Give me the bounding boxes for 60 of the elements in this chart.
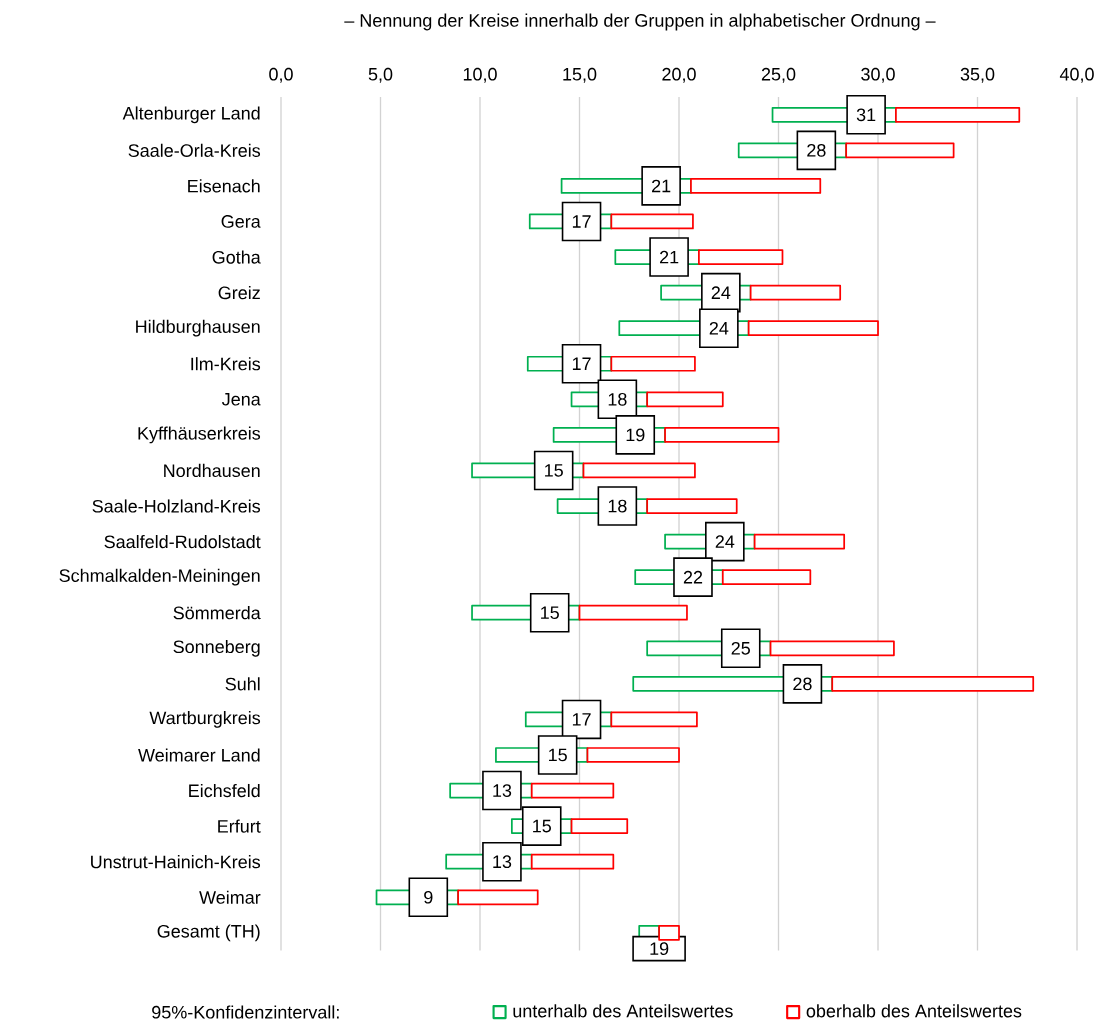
data-label: 15 xyxy=(545,464,563,477)
data-label: 13 xyxy=(493,855,512,868)
data-label: 17 xyxy=(572,713,591,726)
data-label: 19 xyxy=(650,942,669,955)
x-tick-label: 25,0 xyxy=(761,67,796,83)
y-tick-label: Gotha xyxy=(212,250,261,264)
data-label: 9 xyxy=(424,890,433,904)
y-tick-label: Saale-Orla-Kreis xyxy=(128,143,261,157)
legend-label: unterhalb des Anteilswertes xyxy=(513,1004,733,1018)
data-label: 25 xyxy=(731,641,750,655)
y-tick-label: Jena xyxy=(221,392,261,406)
y-tick-label: Ilm-Kreis xyxy=(191,357,261,371)
chart-title: – Nennung der Kreise innerhalb der Gruppen in alphabetischer Ordnung – xyxy=(344,13,936,31)
y-tick-label: Altenburger Land xyxy=(122,106,260,124)
data-label: 13 xyxy=(493,784,512,797)
data-label: 19 xyxy=(626,428,645,442)
y-tick-label: Erfurt xyxy=(218,819,261,833)
x-tick-label: 20,0 xyxy=(662,67,696,83)
data-label: 28 xyxy=(793,677,812,691)
legend-label: oberhalb des Anteilswertes xyxy=(806,1004,1022,1018)
y-tick-label: Gesamt (TH) xyxy=(157,924,260,942)
y-tick-label: Weimar xyxy=(199,890,261,904)
x-tick-label: 10,0 xyxy=(463,67,497,83)
y-tick-label: Eisenach xyxy=(188,179,260,193)
data-label: 24 xyxy=(709,321,729,335)
y-tick-label: Eichsfeld xyxy=(189,783,260,798)
y-tick-label: Wartburgkreis xyxy=(149,710,261,728)
y-tick-label: Kyffhäuserkreis xyxy=(138,426,261,444)
data-label: 28 xyxy=(807,143,826,157)
y-tick-label: Gera xyxy=(221,214,261,228)
data-label: 21 xyxy=(659,250,679,264)
data-label: 22 xyxy=(683,570,703,584)
y-tick-label: Unstrut-Hainich-Kreis xyxy=(91,854,261,869)
data-label: 17 xyxy=(572,215,591,228)
y-tick-label: Suhl xyxy=(225,677,260,691)
y-tick-label: Sonneberg xyxy=(173,639,260,657)
y-tick-label: Nordhausen xyxy=(164,463,260,477)
data-label: 17 xyxy=(572,357,591,370)
data-label: 18 xyxy=(608,392,627,406)
legend-title: 95%-Konfidenzintervall: xyxy=(152,1005,339,1019)
y-tick-label: Weimarer Land xyxy=(138,748,260,762)
x-tick-label: 35,0 xyxy=(960,67,995,83)
y-tick-label: Greiz xyxy=(218,285,260,300)
x-tick-label: 5,0 xyxy=(368,67,393,83)
x-tick-label: 15,0 xyxy=(563,67,597,83)
x-tick-label: 30,0 xyxy=(861,67,895,83)
y-tick-label: Hildburghausen xyxy=(136,319,260,337)
y-tick-label: Saale-Holzland-Kreis xyxy=(92,499,261,513)
data-label: 18 xyxy=(608,499,627,513)
data-label: 15 xyxy=(549,748,567,762)
data-label: 24 xyxy=(715,535,735,548)
y-tick-label: Saalfeld-Rudolstadt xyxy=(104,534,261,549)
data-label: 24 xyxy=(711,286,731,299)
x-tick-label: 40,0 xyxy=(1059,67,1094,83)
data-label: 31 xyxy=(856,108,876,122)
data-label: 15 xyxy=(541,606,559,619)
x-tick-label: 0,0 xyxy=(269,67,293,83)
y-tick-label: Schmalkalden-Meiningen xyxy=(59,568,260,586)
y-tick-label: Sömmerda xyxy=(173,605,261,620)
data-label: 21 xyxy=(652,179,671,193)
